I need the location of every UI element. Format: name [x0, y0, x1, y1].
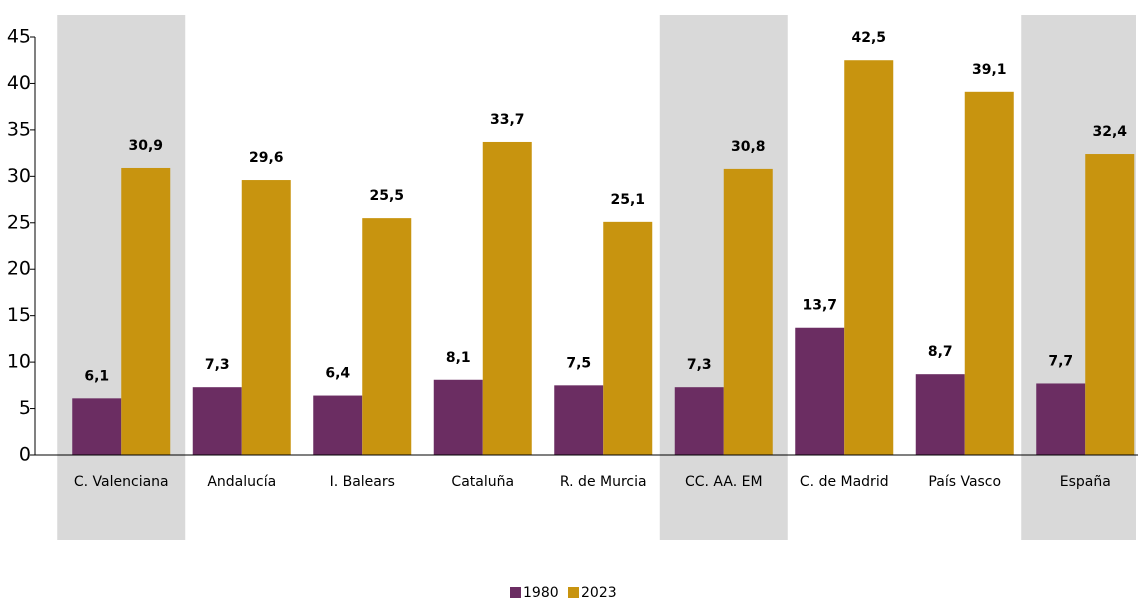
data-label: 32,4	[1092, 124, 1127, 140]
x-tick-label: I. Balears	[330, 474, 395, 490]
data-label: 25,5	[369, 188, 404, 204]
bar	[433, 379, 483, 455]
bar	[1085, 154, 1135, 456]
data-label: 30,9	[128, 138, 163, 154]
y-tick-label: 25	[7, 211, 31, 233]
bar	[795, 327, 845, 455]
x-tick-label: Cataluña	[451, 474, 514, 490]
bar	[723, 168, 773, 455]
y-tick-label: 30	[7, 165, 31, 187]
data-label: 13,7	[802, 298, 837, 314]
y-tick-label: 0	[19, 444, 31, 466]
data-label: 33,7	[490, 112, 525, 128]
data-label: 30,8	[731, 139, 766, 155]
bar	[192, 387, 242, 455]
data-label: 7,5	[566, 355, 591, 371]
bar	[603, 221, 653, 455]
data-label: 25,1	[610, 192, 645, 208]
y-tick-label: 15	[7, 304, 31, 326]
data-label: 7,3	[687, 357, 712, 373]
data-label: 8,1	[446, 350, 471, 366]
data-label: 6,1	[84, 368, 109, 384]
bar	[72, 398, 122, 455]
data-label: 29,6	[249, 150, 284, 166]
y-tick-label: 10	[7, 351, 31, 373]
x-tick-label: C. Valenciana	[74, 474, 169, 490]
bar	[844, 60, 894, 455]
x-tick-label: C. de Madrid	[800, 474, 889, 490]
y-tick-label: 35	[7, 118, 31, 140]
x-tick-label: España	[1060, 474, 1111, 490]
data-label: 42,5	[851, 30, 886, 46]
legend-swatch	[568, 587, 579, 598]
data-label: 6,4	[325, 366, 350, 382]
y-tick-label: 20	[7, 258, 31, 280]
x-tick-label: R. de Murcia	[560, 474, 647, 490]
data-label: 7,3	[205, 357, 230, 373]
legend-label: 2023	[581, 585, 617, 601]
bar	[482, 141, 532, 455]
bar	[121, 167, 171, 455]
x-tick-label: Andalucía	[207, 474, 276, 490]
legend-swatch	[510, 587, 521, 598]
bar	[964, 91, 1014, 455]
x-tick-label: CC. AA. EM	[685, 474, 763, 490]
legend-label: 1980	[523, 585, 559, 601]
bar	[674, 387, 724, 455]
data-label: 7,7	[1048, 353, 1073, 369]
bar	[313, 395, 363, 455]
x-tick-label: País Vasco	[928, 474, 1001, 490]
y-tick-label: 45	[7, 26, 31, 48]
data-label: 8,7	[928, 344, 953, 360]
bar	[554, 385, 604, 455]
bar	[1036, 383, 1086, 455]
y-tick-label: 5	[19, 397, 31, 419]
data-label: 39,1	[972, 62, 1007, 78]
bar	[915, 374, 965, 455]
bar	[362, 218, 412, 455]
y-tick-label: 40	[7, 72, 31, 94]
bar	[241, 180, 291, 455]
